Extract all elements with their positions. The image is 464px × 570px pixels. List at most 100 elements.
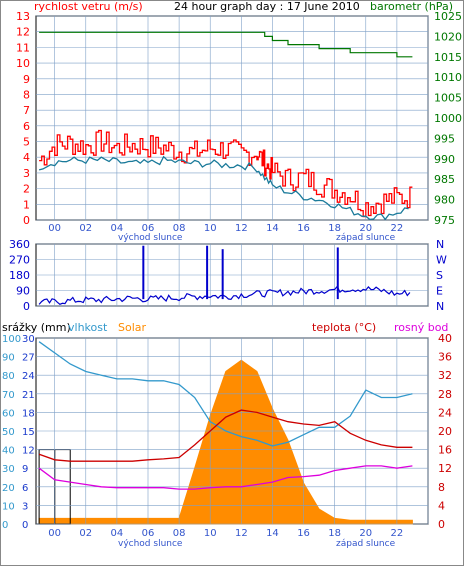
- hour-tick-label: 08: [173, 223, 186, 234]
- hour-tick-label: 22: [391, 528, 404, 539]
- wind-axis-label: rychlost vetru (m/s): [34, 0, 143, 13]
- humidity-tick-label: 40: [2, 446, 15, 457]
- dewpoint-series: [38, 465, 413, 490]
- chart-title: 24 hour graph day : 17 June 2010: [174, 0, 360, 13]
- compass-label: N: [436, 300, 444, 313]
- rain-tick-label: 3: [22, 501, 28, 512]
- hour-tick-label: 18: [328, 223, 341, 234]
- humidity-tick-label: 20: [2, 483, 15, 494]
- dewpoint-axis-label: rosný bod: [394, 321, 448, 334]
- direction-tick-label: 180: [9, 269, 30, 282]
- pressure-tick-label: 980: [434, 194, 455, 207]
- hour-tick-label: 06: [142, 223, 155, 234]
- temperature-tick-label: 36: [438, 351, 452, 364]
- sunset-label: západ slunce: [336, 233, 396, 243]
- temperature-tick-label: 4: [438, 499, 445, 512]
- hour-tick-label: 06: [142, 528, 155, 539]
- sunset-label-bottom: západ slunce: [336, 539, 396, 549]
- compass-label: N: [436, 238, 444, 251]
- hour-tick-label: 12: [235, 223, 248, 234]
- direction-tick-label: 270: [9, 254, 30, 267]
- hour-tick-label: 10: [204, 223, 217, 234]
- pressure-axis-label: barometr (hPa): [370, 0, 453, 13]
- wind-tick-label: 5: [23, 136, 30, 149]
- rain-tick-label: 27: [22, 353, 35, 364]
- hour-tick-label: 04: [111, 528, 124, 539]
- temperature-tick-label: 20: [438, 425, 452, 438]
- rain-tick-label: 6: [22, 483, 28, 494]
- humidity-tick-label: 100: [2, 334, 21, 345]
- humidity-tick-label: 0: [2, 520, 8, 531]
- temperature-tick-label: 12: [438, 462, 452, 475]
- humidity-tick-label: 90: [2, 353, 15, 364]
- humidity-tick-label: 70: [2, 390, 15, 401]
- pressure-tick-label: 975: [434, 214, 455, 227]
- rain-axis-label: srážky (mm): [2, 321, 71, 334]
- hour-tick-label: 14: [266, 528, 279, 539]
- wind-tick-label: 4: [23, 151, 30, 164]
- temperature-tick-label: 40: [438, 332, 452, 345]
- pressure-tick-label: 1025: [434, 10, 462, 23]
- direction-tick-label: 0: [23, 300, 30, 313]
- rain-tick-label: 18: [22, 408, 35, 419]
- temperature-tick-label: 0: [438, 518, 445, 531]
- pressure-series: [39, 31, 413, 58]
- hour-tick-label: 14: [266, 223, 279, 234]
- compass-label: S: [436, 269, 443, 282]
- temperature-axis-label: teplota (°C): [312, 321, 376, 334]
- temperature-tick-label: 28: [438, 388, 452, 401]
- wind-tick-label: 2: [23, 183, 30, 196]
- direction-tick-label: 90: [16, 285, 30, 298]
- humidity-tick-label: 50: [2, 427, 15, 438]
- rain-tick-label: 9: [22, 464, 28, 475]
- hour-tick-label: 04: [111, 223, 124, 234]
- humidity-series: [38, 341, 413, 447]
- wind-tick-label: 12: [16, 26, 30, 39]
- rain-tick-label: 30: [22, 334, 35, 345]
- hour-tick-label: 00: [48, 528, 61, 539]
- rain-humidity-temp-chart: 0102030405060708090100036912151821242730…: [2, 321, 452, 549]
- humidity-tick-label: 80: [2, 371, 15, 382]
- pressure-tick-label: 1010: [434, 71, 462, 84]
- wind-tick-label: 3: [23, 167, 30, 180]
- hour-tick-label: 18: [328, 528, 341, 539]
- compass-label: W: [436, 254, 447, 267]
- wind-direction-series: [38, 285, 411, 305]
- rain-tick-label: 0: [22, 520, 28, 531]
- hour-tick-label: 00: [48, 223, 61, 234]
- rain-tick-label: 21: [22, 390, 35, 401]
- compass-label: E: [436, 285, 443, 298]
- humidity-tick-label: 60: [2, 408, 15, 419]
- hour-tick-label: 16: [297, 223, 310, 234]
- pressure-tick-label: 985: [434, 173, 455, 186]
- wind-pressure-chart: 0123456789101112139759809859909951000100…: [16, 0, 462, 243]
- wind-tick-label: 1: [23, 198, 30, 211]
- pressure-tick-label: 990: [434, 153, 455, 166]
- solar-axis-label: Solar: [118, 321, 147, 334]
- rain-tick-label: 12: [22, 446, 35, 457]
- hour-tick-label: 22: [391, 223, 404, 234]
- hour-tick-label: 02: [79, 528, 92, 539]
- wind-average-series: [38, 155, 409, 221]
- sunrise-label: východ slunce: [118, 233, 183, 243]
- hour-tick-label: 16: [297, 528, 310, 539]
- solar-area: [38, 359, 413, 525]
- temperature-series: [38, 409, 413, 462]
- wind-tick-label: 8: [23, 88, 30, 101]
- temperature-tick-label: 24: [438, 406, 452, 419]
- hour-tick-label: 20: [359, 223, 372, 234]
- wind-tick-label: 9: [23, 73, 30, 86]
- wind-tick-label: 11: [16, 41, 30, 54]
- humidity-tick-label: 30: [2, 464, 15, 475]
- hour-tick-label: 02: [79, 223, 92, 234]
- humidity-tick-label: 10: [2, 501, 15, 512]
- temperature-tick-label: 8: [438, 481, 445, 494]
- wind-gust-series: [39, 129, 413, 218]
- hour-tick-label: 10: [204, 528, 217, 539]
- rain-tick-label: 15: [22, 427, 35, 438]
- direction-tick-label: 360: [9, 238, 30, 251]
- wind-plot-area: [35, 15, 429, 221]
